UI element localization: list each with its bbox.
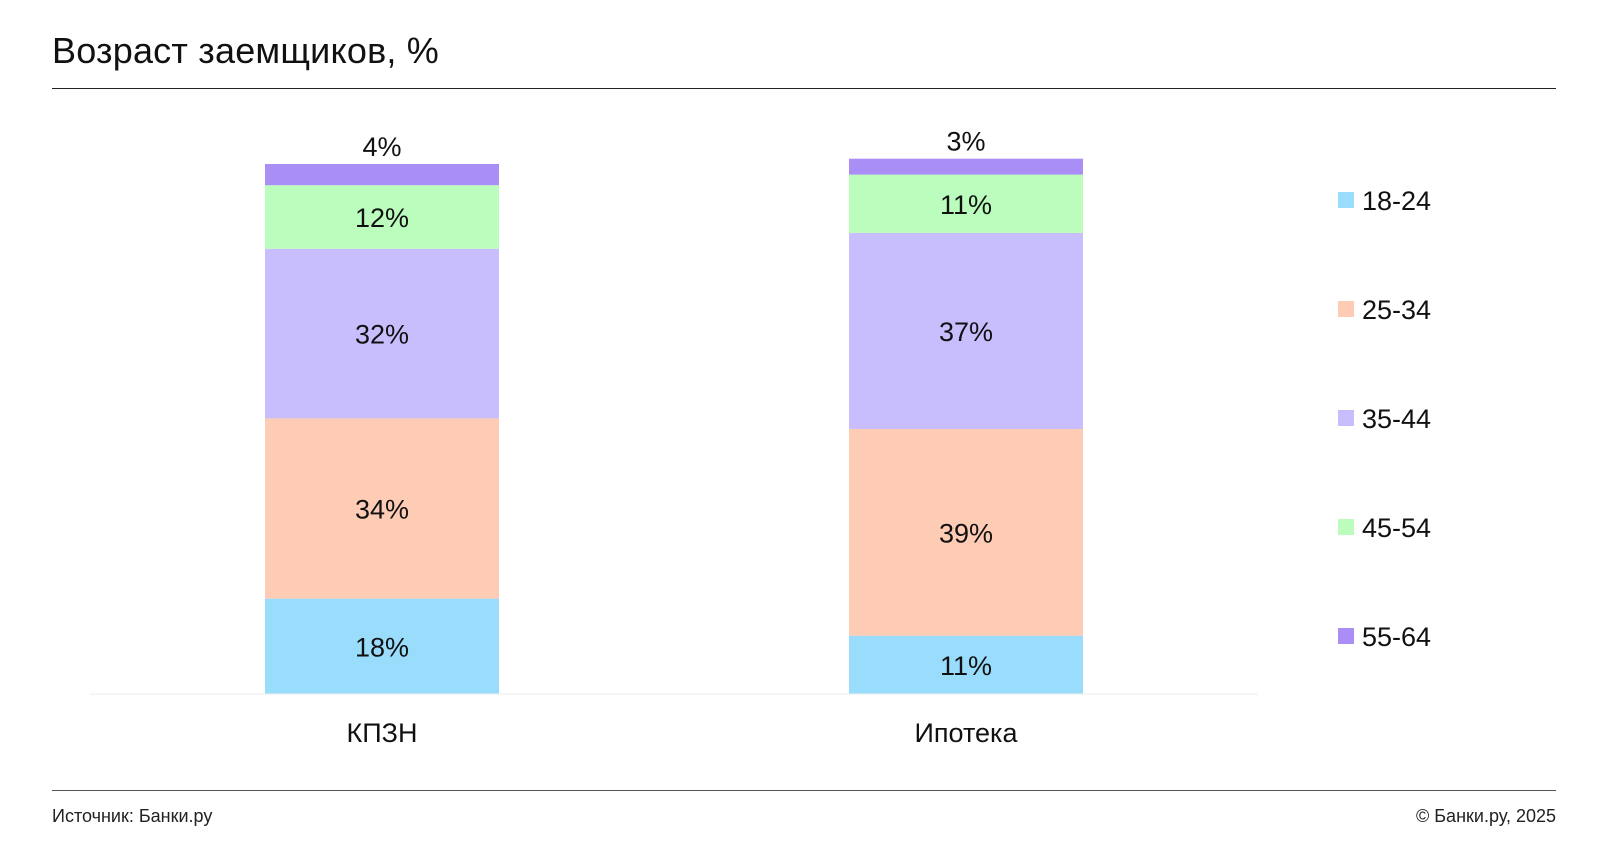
- data-label: 12%: [355, 203, 409, 233]
- legend-label: 18-24: [1362, 186, 1431, 216]
- bar-segment-КПЗН-25-34: [265, 418, 499, 599]
- legend: 18-24 25-34 35-44 45-54 55-64: [1338, 186, 1431, 652]
- source-note: Источник: Банки.ру: [52, 806, 213, 826]
- data-label: 18%: [355, 632, 409, 662]
- data-label: 11%: [940, 190, 992, 220]
- data-label: 34%: [355, 495, 409, 525]
- category-labels: КПЗН Ипотека: [347, 718, 1019, 748]
- bars-group: 18% 34% 32% 12% 4% 11% 39% 37% 11% 3%: [265, 127, 1083, 694]
- legend-swatch: [1338, 301, 1354, 317]
- bar-segment-КПЗН-35-44: [265, 248, 499, 419]
- legend-swatch: [1338, 192, 1354, 208]
- legend-swatch: [1338, 519, 1354, 535]
- legend-label: 25-34: [1362, 295, 1431, 325]
- category-label: КПЗН: [347, 718, 418, 748]
- data-label: 39%: [939, 518, 993, 548]
- data-label: 32%: [355, 320, 409, 350]
- category-label: Ипотека: [915, 718, 1019, 748]
- bar-segment-Ипотека-25-34: [849, 429, 1083, 636]
- bar-segment-Ипотека-45-54: [849, 174, 1083, 233]
- copyright-note: © Банки.ру, 2025: [1415, 806, 1556, 826]
- legend-label: 45-54: [1362, 513, 1431, 543]
- data-label: 3%: [946, 127, 985, 157]
- chart-title: Возраст заемщиков, %: [52, 30, 440, 71]
- legend-label: 55-64: [1362, 622, 1431, 652]
- data-label: 4%: [362, 132, 401, 162]
- stacked-bar-chart: 18% 34% 32% 12% 4% 11% 39% 37% 11% 3% КПЗН Ипотека…: [90, 127, 1431, 748]
- legend-label: 35-44: [1362, 404, 1431, 434]
- data-label: 11%: [940, 651, 992, 681]
- bar-segment-КПЗН-55-64: [265, 164, 499, 186]
- legend-swatch: [1338, 628, 1354, 644]
- bar-segment-Ипотека-55-64: [849, 158, 1083, 175]
- data-label: 37%: [939, 317, 993, 347]
- title-divider: [52, 88, 1556, 89]
- bar-segment-КПЗН-45-54: [265, 185, 499, 249]
- bar-segment-КПЗН-18-24: [265, 598, 499, 694]
- legend-swatch: [1338, 410, 1354, 426]
- bar-segment-Ипотека-18-24: [849, 635, 1083, 694]
- bar-segment-Ипотека-35-44: [849, 232, 1083, 429]
- footer-divider: [52, 790, 1556, 791]
